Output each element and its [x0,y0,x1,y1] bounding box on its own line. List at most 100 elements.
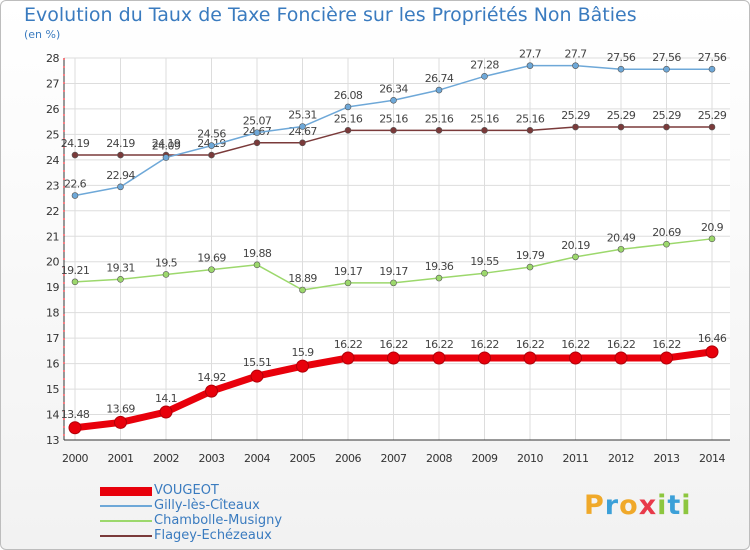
y-tick-label: 15 [46,383,59,396]
y-tick-label: 17 [46,332,59,345]
data-point-gilly [208,142,215,149]
x-tick-label: 2013 [654,452,680,465]
data-label-flagey: 25.29 [698,109,727,122]
data-label-vougeot: 16.46 [698,332,727,345]
data-point-flagey [344,127,352,134]
y-tick-label: 14 [46,409,59,422]
y-tick-label: 26 [46,103,59,116]
y-tick-label: 16 [46,358,59,371]
data-point-chambolle [253,261,261,269]
data-label-chambolle: 19.88 [243,247,272,260]
data-point-gilly [617,65,625,73]
legend-swatch-gilly [100,505,152,507]
legend-swatch-chambolle [100,520,152,522]
data-label-flagey: 25.16 [379,112,408,125]
data-label-vougeot: 16.22 [334,338,363,351]
legend-swatch-vougeot [100,487,152,496]
legend-label-gilly: Gilly-lès-Cîteaux [154,498,260,513]
data-label-vougeot: 13.69 [106,402,135,415]
data-point-gilly [390,96,397,104]
data-label-chambolle: 19.31 [106,261,135,274]
logo-letter: o [619,490,639,521]
legend-label-chambolle: Chambolle-Musigny [154,513,283,528]
x-tick-label: 2012 [608,452,634,465]
data-label-gilly: 27.7 [519,48,542,61]
data-label-flagey: 25.29 [607,109,636,122]
data-point-chambolle [344,279,352,287]
data-label-chambolle: 19.55 [470,255,499,268]
data-point-chambolle [162,271,170,278]
legend-label-flagey: Flagey-Echézeaux [154,528,272,543]
data-label-gilly: 25.07 [243,115,272,128]
y-tick-label: 13 [46,434,59,447]
data-point-chambolle [481,269,488,277]
x-tick-label: 2001 [108,452,134,465]
data-label-gilly: 27.56 [698,51,727,64]
data-point-vougeot [614,351,628,365]
y-tick-label: 25 [46,128,59,141]
data-point-chambolle [71,278,79,286]
data-label-chambolle: 20.19 [561,239,590,252]
data-point-chambolle [208,266,215,273]
logo-letter: t [667,490,682,521]
x-tick-label: 2003 [199,452,225,465]
data-point-vougeot [68,421,82,435]
data-point-gilly [344,103,352,111]
data-label-flagey: 24.19 [152,137,181,150]
data-point-flagey [435,127,443,134]
y-unit-label: (en %) [24,28,61,41]
y-tick-label: 21 [46,230,59,243]
data-label-vougeot: 15.51 [243,356,272,369]
data-label-vougeot: 16.22 [561,338,590,351]
data-label-chambolle: 20.49 [607,231,636,244]
y-tick-label: 22 [46,205,59,218]
data-point-chambolle [435,274,443,282]
data-label-flagey: 25.16 [425,112,454,125]
data-label-chambolle: 19.17 [334,265,363,278]
data-label-gilly: 26.08 [334,89,363,102]
data-label-chambolle: 19.5 [155,256,178,269]
data-point-vougeot [250,369,264,383]
x-tick-label: 2002 [153,452,179,465]
data-point-vougeot [660,351,673,365]
data-label-flagey: 25.29 [561,109,590,122]
logo-letter: x [638,490,658,521]
x-tick-label: 2004 [244,452,270,465]
data-label-chambolle: 19.69 [197,252,226,265]
data-label-gilly: 27.56 [652,51,681,64]
data-label-flagey: 25.16 [516,112,545,125]
data-point-flagey [208,151,215,159]
data-point-vougeot [114,415,127,429]
data-label-gilly: 27.56 [607,51,636,64]
legend-swatch-flagey [100,535,152,537]
data-point-vougeot [523,351,537,365]
data-label-flagey: 25.16 [334,112,363,125]
data-label-flagey: 24.19 [106,137,135,150]
data-label-vougeot: 13.48 [61,408,90,421]
x-tick-label: 2006 [335,452,361,465]
data-point-chambolle [617,245,625,253]
x-tick-label: 2007 [381,452,407,465]
data-label-chambolle: 19.79 [516,249,545,262]
data-label-vougeot: 14.1 [155,392,177,405]
data-label-gilly: 22.6 [64,178,87,191]
data-point-vougeot [387,351,400,365]
proxiti-logo: Proxiti [584,490,692,521]
data-label-flagey: 25.16 [470,112,499,125]
y-tick-label: 23 [46,179,59,192]
data-label-chambolle: 20.69 [652,226,681,239]
data-label-gilly: 24.56 [197,128,226,141]
data-label-vougeot: 16.22 [516,338,545,351]
data-point-vougeot [341,351,355,365]
data-label-gilly: 26.74 [425,72,454,85]
data-label-chambolle: 18.89 [288,272,317,285]
data-point-flagey [71,151,79,159]
data-point-gilly [708,65,716,73]
data-label-vougeot: 16.22 [652,338,681,351]
logo-letter: i [657,490,668,521]
data-point-flagey [253,139,261,147]
data-label-chambolle: 19.36 [425,260,454,273]
data-point-chambolle [117,276,124,283]
data-point-chambolle [708,235,716,243]
